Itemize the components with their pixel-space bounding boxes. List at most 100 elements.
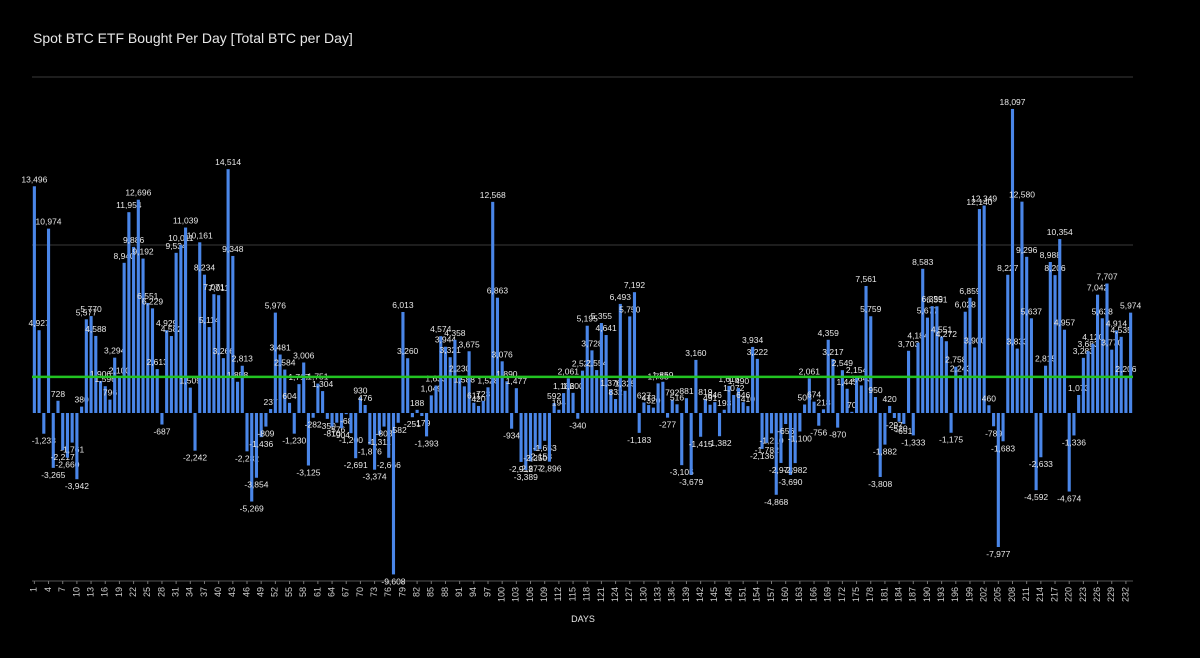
- value-label: 2,549: [832, 358, 854, 368]
- value-label: -651: [895, 426, 912, 436]
- value-label: -2,877: [518, 463, 542, 473]
- value-label: -810: [324, 429, 341, 439]
- bar: [335, 413, 339, 423]
- x-tick-label: 193: [936, 587, 946, 602]
- x-tick-label: 64: [326, 587, 336, 597]
- bar: [954, 366, 958, 413]
- value-label: 6,551: [137, 291, 159, 301]
- bar: [491, 201, 495, 413]
- x-tick-label: 217: [1049, 587, 1059, 602]
- value-label: 1,588: [454, 374, 476, 384]
- bar: [391, 413, 396, 575]
- bar: [793, 413, 797, 464]
- bar: [751, 346, 755, 413]
- value-label: 12,140: [966, 197, 992, 207]
- value-label: 193: [717, 398, 731, 408]
- bar: [524, 413, 528, 470]
- x-tick-label: 82: [411, 587, 421, 597]
- bar: [580, 370, 585, 413]
- bar: [339, 413, 344, 429]
- bar: [1086, 351, 1090, 413]
- bar: [472, 402, 476, 413]
- bar: [968, 297, 972, 413]
- value-label: -3,808: [868, 479, 892, 489]
- bar: [958, 375, 963, 413]
- x-tick-label: 202: [979, 587, 989, 602]
- x-tick-label: 19: [114, 587, 124, 597]
- bar: [179, 244, 183, 413]
- bar: [1081, 357, 1085, 413]
- value-label: 6,859: [959, 286, 981, 296]
- value-label: 4,184: [907, 331, 929, 341]
- x-tick-label: 178: [865, 587, 875, 602]
- value-label: 7,011: [208, 283, 229, 293]
- bar: [278, 354, 282, 413]
- value-label: 8,227: [997, 263, 1019, 273]
- x-tick-label: 109: [539, 587, 549, 602]
- bar: [1100, 318, 1104, 413]
- value-label: -1,311: [368, 437, 392, 447]
- bar: [921, 268, 925, 413]
- value-label: 611: [467, 391, 481, 401]
- bar: [803, 404, 807, 413]
- value-label: -2,896: [537, 464, 561, 474]
- value-label: 1,859: [652, 370, 674, 380]
- value-label: -1,233: [32, 436, 56, 446]
- bar: [689, 413, 693, 475]
- x-tick-label: 133: [652, 587, 662, 602]
- bar: [136, 199, 140, 413]
- x-tick-label: 172: [837, 587, 847, 602]
- x-tick-label: 88: [440, 587, 450, 597]
- value-label: -1,210: [759, 435, 783, 445]
- bar: [1114, 330, 1119, 413]
- bar: [70, 413, 74, 443]
- x-tick-label: 187: [908, 587, 918, 602]
- bar: [708, 404, 712, 413]
- bar: [925, 317, 930, 413]
- value-label: 2,206: [1115, 364, 1137, 374]
- bar: [476, 405, 481, 413]
- bar: [117, 377, 121, 413]
- value-label: 10,354: [1047, 227, 1073, 237]
- bar: [37, 330, 41, 413]
- value-label: 1,890: [496, 369, 518, 379]
- value-label: 2,100: [109, 366, 131, 376]
- bar: [122, 262, 126, 413]
- bar: [1067, 413, 1071, 492]
- value-label: -1,175: [939, 435, 963, 445]
- x-tick-label: 127: [624, 587, 634, 602]
- bar: [963, 311, 967, 413]
- value-label: 3,703: [898, 339, 920, 349]
- bar: [1015, 348, 1019, 413]
- x-tick-label: 124: [610, 587, 620, 602]
- value-label: 3,321: [440, 345, 462, 355]
- value-label: -1,230: [282, 436, 306, 446]
- x-tick-label: 76: [383, 587, 393, 597]
- value-label: 12,349: [971, 194, 997, 204]
- bar: [425, 413, 429, 437]
- bar: [571, 392, 575, 413]
- value-label: -656: [777, 426, 794, 436]
- bar: [146, 302, 150, 413]
- bar: [297, 384, 301, 413]
- x-tick-label: 97: [482, 587, 492, 597]
- value-label: 4,359: [818, 328, 840, 338]
- x-tick-label: 37: [199, 587, 209, 597]
- value-label: 1,049: [421, 383, 443, 393]
- bar: [736, 387, 740, 413]
- value-label: 4,929: [156, 318, 178, 328]
- value-label: -3,854: [244, 480, 268, 490]
- value-label: 2,061: [558, 366, 580, 376]
- bar: [769, 413, 774, 434]
- bar: [321, 391, 325, 413]
- bar: [836, 413, 840, 428]
- value-label: -2,158: [528, 451, 552, 461]
- value-label: -1,382: [707, 438, 731, 448]
- value-label: -1,183: [627, 435, 651, 445]
- x-tick-label: 94: [468, 587, 478, 597]
- bar: [240, 365, 244, 413]
- bar: [722, 409, 726, 413]
- bar: [155, 369, 159, 413]
- value-label: 194: [552, 398, 566, 408]
- value-label: -2,250: [523, 453, 547, 463]
